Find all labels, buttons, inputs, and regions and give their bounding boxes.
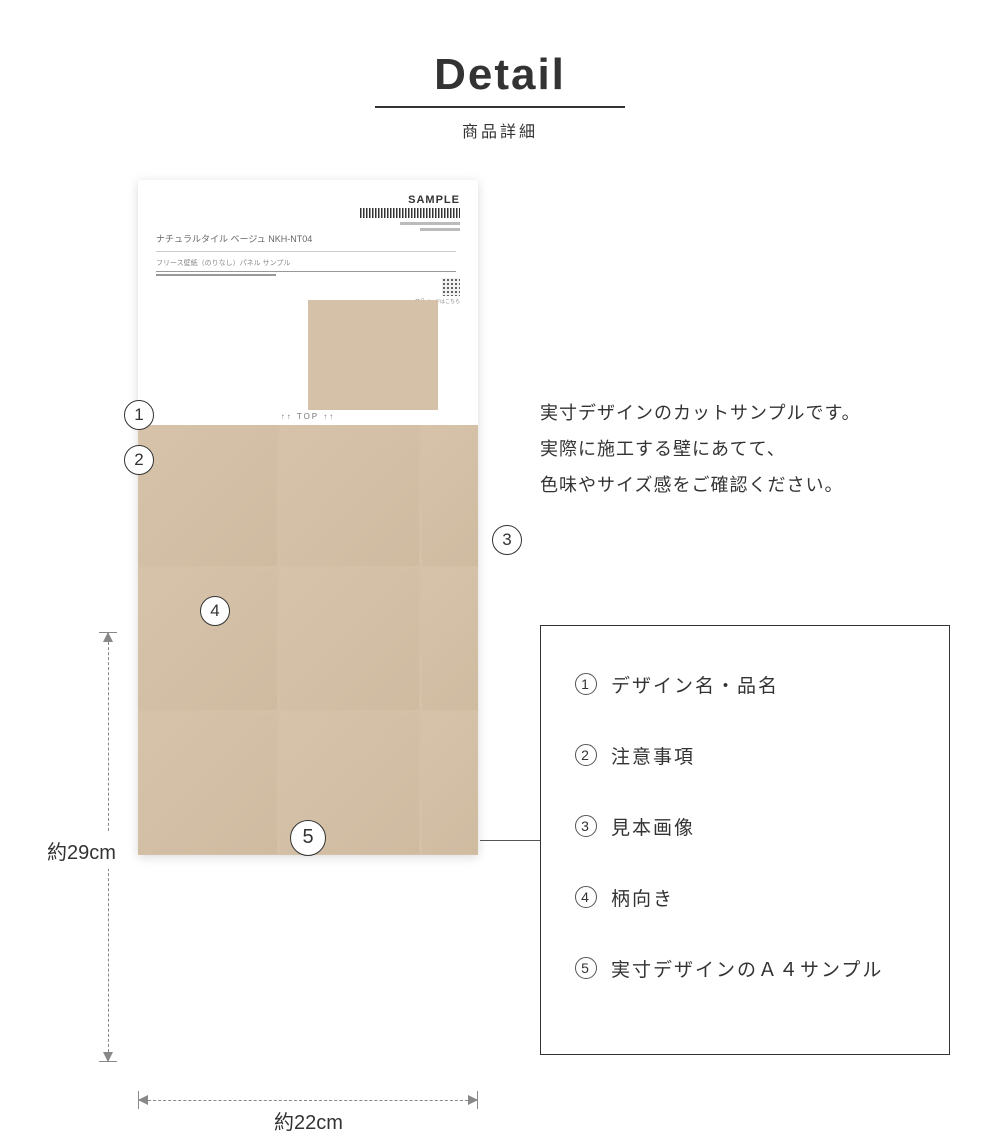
qr-code-icon [442, 278, 460, 296]
height-label: 約29cm [43, 832, 120, 869]
marker-1: 1 [124, 400, 154, 430]
marker-5: 5 [290, 820, 326, 856]
legend-label: 柄向き [611, 884, 674, 911]
description-line: 実際に施工する壁にあてて、 [540, 431, 861, 467]
legend-label: 実寸デザインのＡ４サンプル [611, 955, 883, 982]
description-text: 実寸デザインのカットサンプルです。 実際に施工する壁にあてて、 色味やサイズ感を… [540, 395, 861, 503]
sample-label: SAMPLE [408, 194, 460, 206]
tile-sample-grid [138, 425, 478, 855]
title-underline [375, 106, 625, 108]
legend-item-2: 2 注意事項 [575, 742, 915, 769]
legend-number-icon: 3 [575, 815, 597, 837]
legend-number-icon: 4 [575, 886, 597, 908]
legend-label: 見本画像 [611, 813, 695, 840]
barcode-icon [360, 208, 460, 218]
card-info-panel: SAMPLE ナチュラルタイル ベージュ NKH-NT04 フリース壁紙（のりな… [138, 180, 478, 425]
marker-3: 3 [492, 525, 522, 555]
description-line: 実寸デザインのカットサンプルです。 [540, 395, 861, 431]
legend-item-1: 1 デザイン名・品名 [575, 671, 915, 698]
dimension-horizontal: 約22cm [138, 1080, 478, 1120]
width-label: 約22cm [268, 1106, 349, 1135]
legend-number-icon: 1 [575, 673, 597, 695]
legend-item-5: 5 実寸デザインのＡ４サンプル [575, 955, 915, 982]
product-name: ナチュラルタイル ベージュ NKH-NT04 [156, 232, 460, 245]
dimension-vertical: 約29cm [88, 632, 128, 1062]
legend-item-4: 4 柄向き [575, 884, 915, 911]
page-subtitle: 商品詳細 [0, 118, 1000, 142]
legend-number-icon: 2 [575, 744, 597, 766]
decorative-bars [360, 222, 460, 231]
header: Detail 商品詳細 [0, 0, 1000, 142]
legend-item-3: 3 見本画像 [575, 813, 915, 840]
legend-box: 1 デザイン名・品名 2 注意事項 3 見本画像 4 柄向き 5 実寸デザインの… [540, 625, 950, 1055]
divider-line [156, 251, 456, 252]
description-line: 色味やサイズ感をご確認ください。 [540, 467, 861, 503]
connector-line [480, 840, 540, 841]
divider-line [156, 271, 456, 273]
page-title: Detail [0, 50, 1000, 100]
legend-label: デザイン名・品名 [611, 671, 779, 698]
sample-card: SAMPLE ナチュラルタイル ベージュ NKH-NT04 フリース壁紙（のりな… [138, 180, 478, 855]
top-direction-indicator: ↑↑ TOP ↑↑ [281, 412, 335, 421]
thumbnail-grid [308, 300, 438, 410]
marker-2: 2 [124, 445, 154, 475]
divider-line [156, 274, 276, 276]
marker-4: 4 [200, 596, 230, 626]
product-subtitle: フリース壁紙（のりなし）パネル サンプル [156, 258, 460, 268]
legend-label: 注意事項 [611, 742, 695, 769]
legend-number-icon: 5 [575, 957, 597, 979]
